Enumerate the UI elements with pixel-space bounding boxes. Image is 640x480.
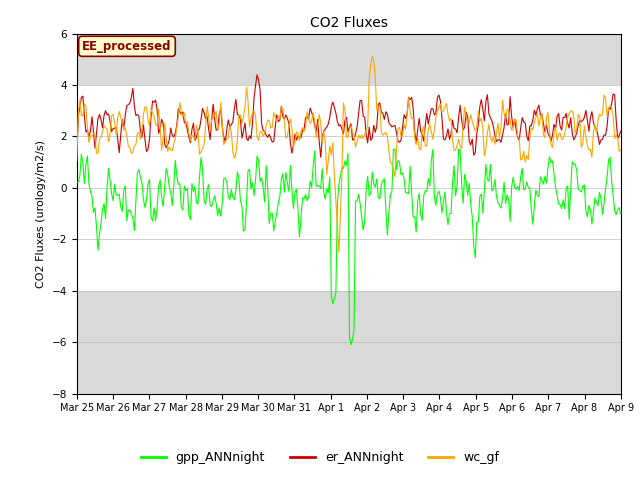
Legend: gpp_ANNnight, er_ANNnight, wc_gf: gpp_ANNnight, er_ANNnight, wc_gf (136, 446, 504, 469)
Title: CO2 Fluxes: CO2 Fluxes (310, 16, 388, 30)
Bar (77, 85, 621, 291)
Y-axis label: CO2 Fluxes (urology/m2/s): CO2 Fluxes (urology/m2/s) (36, 140, 46, 288)
Text: EE_processed: EE_processed (82, 40, 172, 53)
